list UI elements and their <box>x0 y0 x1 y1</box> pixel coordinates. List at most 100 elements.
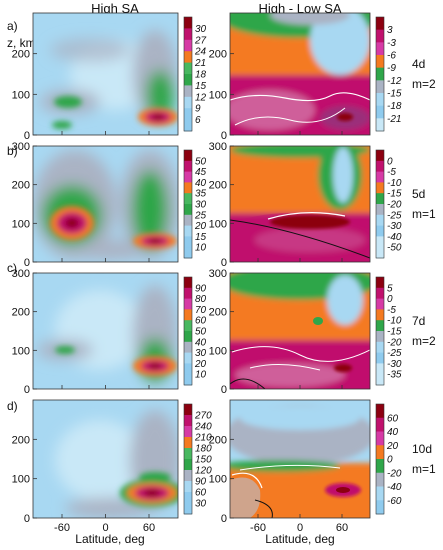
colorbar-label: -12 <box>387 76 402 87</box>
colorbar-label: -20 <box>387 337 402 348</box>
panel-label-b: b) <box>7 144 18 158</box>
colorbar-label: -21 <box>387 114 401 125</box>
y-tick-label: 100 <box>12 345 30 357</box>
colorbar-swatch <box>376 277 384 289</box>
y-tick-label: 0 <box>24 513 30 525</box>
colorbar-frame <box>375 403 385 515</box>
colorbar-swatch <box>376 55 384 69</box>
heatmap-b-left <box>33 146 178 262</box>
colorbar-label: 0 <box>387 156 393 167</box>
colorbar-label: -20 <box>387 468 402 479</box>
colorbar-swatch <box>184 247 192 259</box>
colorbar-swatch <box>184 214 192 227</box>
colorbar-swatch <box>376 29 384 43</box>
colorbar-swatch <box>184 204 192 216</box>
colorbar-swatch <box>184 277 192 289</box>
colorbar-swatch <box>184 182 192 194</box>
colorbar-label: -18 <box>387 101 402 112</box>
colorbar-swatch <box>376 150 384 162</box>
colorbar-swatch <box>376 500 384 515</box>
y-tick-label: 0 <box>24 257 30 269</box>
colorbar-swatch <box>184 309 192 321</box>
colorbar-label: 12 <box>195 92 207 103</box>
colorbar-swatch <box>184 17 192 29</box>
y-tick-label: 100 <box>209 345 227 357</box>
colorbar-swatch <box>376 331 384 343</box>
colorbar-swatch <box>376 431 384 446</box>
colorbar-swatch <box>184 96 192 109</box>
heatmap-b-right <box>230 146 370 262</box>
colorbar-label: -20 <box>387 200 402 211</box>
y-tick-label: 200 <box>209 49 227 61</box>
colorbar-label: 40 <box>387 427 399 438</box>
colorbar-label: 10 <box>195 370 207 381</box>
colorbar-swatch <box>184 352 192 364</box>
panel-label-c: c) <box>7 261 17 275</box>
y-tick-label: 200 <box>12 49 30 61</box>
heatmap-d-left <box>33 400 178 518</box>
colorbar-swatch <box>376 287 384 300</box>
y-tick-label: 200 <box>209 434 227 446</box>
colorbar-label: -10 <box>387 178 402 189</box>
panel-annotation: 4d <box>412 57 425 71</box>
panel-label-a: a) <box>7 19 18 33</box>
colorbar-swatch <box>376 118 384 132</box>
colorbar-swatch <box>376 160 384 173</box>
colorbar-label: 270 <box>194 411 212 422</box>
colorbar-swatch <box>376 247 384 259</box>
colorbar-label: -30 <box>387 359 402 370</box>
colorbar-label: -5 <box>387 167 396 178</box>
colorbar-swatch <box>376 225 384 237</box>
colorbar-swatch <box>376 67 384 81</box>
colorbar-swatch <box>184 404 192 416</box>
colorbar-swatch <box>376 236 384 248</box>
colorbar-swatch <box>376 404 384 419</box>
panel-annotation: m=2 <box>412 77 436 91</box>
panel-annotation: 10d <box>412 442 432 456</box>
panel-annotation: 5d <box>412 187 425 201</box>
colorbar-label: -5 <box>387 305 396 316</box>
colorbar-swatch <box>184 171 192 183</box>
colorbar-frame <box>183 16 193 132</box>
colorbar-label: 45 <box>195 167 207 178</box>
y-tick-label: 0 <box>221 257 227 269</box>
x-tick-label: 0 <box>297 522 303 534</box>
x-axis-label-left: Latitude, deg <box>75 532 144 546</box>
colorbar-swatch <box>376 363 384 375</box>
colorbar-swatch <box>184 341 192 354</box>
colorbar-swatch <box>184 236 192 248</box>
colorbar-label: 210 <box>194 433 212 444</box>
y-tick-label: 200 <box>12 307 30 319</box>
panel-annotation: 7d <box>412 314 425 328</box>
colorbar-swatch <box>184 320 192 332</box>
colorbar-swatch <box>376 80 384 94</box>
colorbar-frame <box>183 149 193 259</box>
colorbar-swatch <box>376 417 384 432</box>
colorbar-swatch <box>376 445 384 460</box>
colorbar-label: 35 <box>195 189 207 200</box>
colorbar-frame <box>375 149 385 259</box>
colorbar-swatch <box>184 39 192 52</box>
colorbar-swatch <box>376 42 384 56</box>
colorbar-label: -30 <box>387 221 402 232</box>
colorbar-label: 9 <box>195 104 201 115</box>
colorbar-label: 180 <box>195 444 212 455</box>
heatmap-d-right <box>230 400 370 518</box>
colorbar-swatch <box>184 28 192 41</box>
colorbar-swatch <box>184 160 192 173</box>
heatmap-c-right <box>230 273 370 389</box>
colorbar-swatch <box>376 486 384 501</box>
colorbar-label: 30 <box>195 200 207 211</box>
heatmap-a-left <box>33 13 178 135</box>
colorbar-label: 50 <box>195 327 207 338</box>
colorbar-label: 240 <box>194 422 212 433</box>
colorbar-swatch <box>184 374 192 386</box>
y-tick-label: 0 <box>24 130 30 142</box>
colorbar-label: 30 <box>195 24 207 35</box>
y-tick-label: 100 <box>12 218 30 230</box>
y-tick-label: 300 <box>209 141 227 153</box>
y-tick-label: 300 <box>12 141 30 153</box>
x-tick-label: 60 <box>143 522 155 534</box>
y-tick-label: 100 <box>209 474 227 486</box>
